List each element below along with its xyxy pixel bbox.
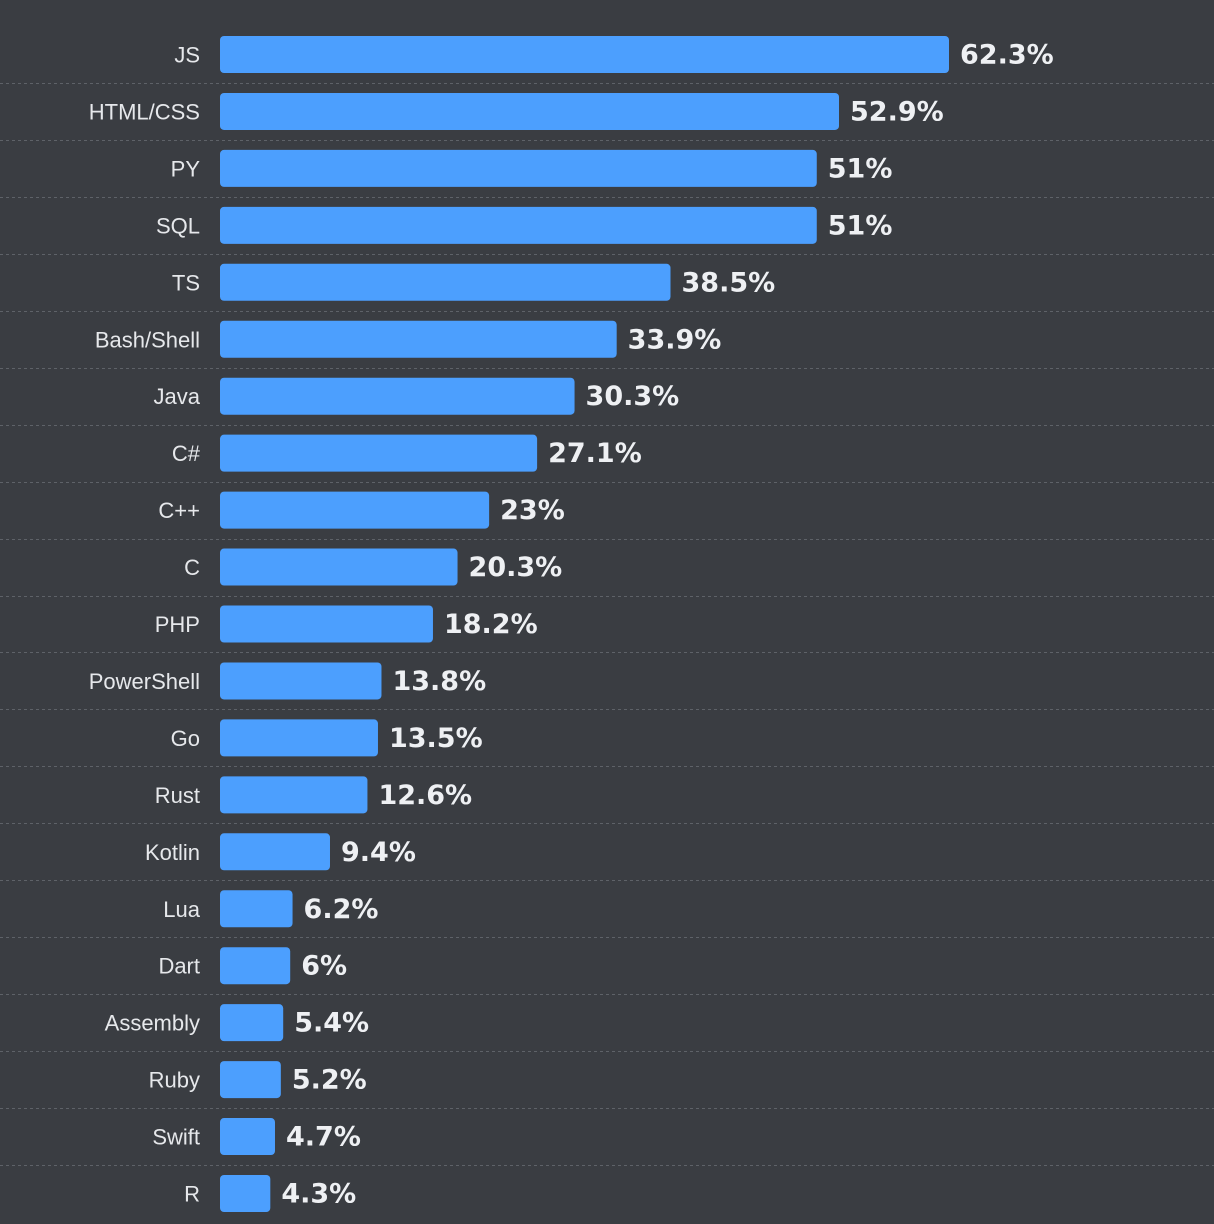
value-label: 27.1% bbox=[548, 438, 642, 469]
bar-lua bbox=[220, 890, 293, 928]
category-label: Ruby bbox=[149, 1068, 200, 1093]
bar-powershell bbox=[220, 662, 382, 700]
category-label: SQL bbox=[156, 213, 200, 238]
value-label: 4.7% bbox=[286, 1122, 361, 1153]
bar-dart bbox=[220, 947, 291, 985]
bar-html-css bbox=[220, 92, 840, 130]
bar-r bbox=[220, 1175, 271, 1212]
category-label: PY bbox=[171, 156, 201, 181]
row-separators bbox=[0, 83, 1214, 1166]
category-label: Java bbox=[154, 384, 201, 409]
bar-ts bbox=[220, 263, 671, 301]
value-label: 33.9% bbox=[628, 324, 722, 355]
value-label: 62.3% bbox=[960, 40, 1054, 71]
bar-c bbox=[220, 434, 538, 472]
value-label: 51% bbox=[828, 153, 893, 184]
category-label: Swift bbox=[152, 1125, 200, 1150]
bar-c bbox=[220, 548, 458, 586]
category-label: JS bbox=[174, 43, 200, 68]
category-label: Rust bbox=[155, 783, 200, 808]
category-label: Kotlin bbox=[145, 840, 200, 865]
category-label: Dart bbox=[158, 954, 200, 979]
value-label: 12.6% bbox=[378, 780, 472, 811]
value-label: 6% bbox=[301, 951, 347, 982]
bar-php bbox=[220, 605, 433, 643]
category-label: Go bbox=[171, 726, 200, 751]
value-label: 4.3% bbox=[281, 1179, 356, 1210]
category-label: PHP bbox=[155, 612, 200, 637]
value-label: 9.4% bbox=[341, 837, 416, 868]
bar-c bbox=[220, 491, 490, 529]
category-label: Bash/Shell bbox=[95, 327, 200, 352]
value-label: 38.5% bbox=[682, 267, 776, 298]
category-label: HTML/CSS bbox=[89, 99, 200, 124]
bar-js bbox=[220, 36, 949, 73]
bar-py bbox=[220, 149, 817, 187]
value-label: 51% bbox=[828, 210, 893, 241]
value-label: 13.8% bbox=[392, 666, 486, 697]
category-label: PowerShell bbox=[89, 669, 200, 694]
value-label: 52.9% bbox=[850, 96, 944, 127]
category-label: TS bbox=[172, 270, 200, 295]
bar-rust bbox=[220, 776, 368, 814]
value-label: 20.3% bbox=[469, 552, 563, 583]
category-label: C bbox=[184, 555, 200, 580]
bar-bash-shell bbox=[220, 320, 617, 358]
value-label: 13.5% bbox=[389, 723, 483, 754]
labels: JS 62.3% HTML/CSS 52.9% PY 51% SQL 51% TS 38.5% Ba… bbox=[89, 40, 1054, 1210]
bar-sql bbox=[220, 206, 817, 244]
bar-go bbox=[220, 719, 378, 757]
bars bbox=[220, 36, 949, 1212]
value-label: 6.2% bbox=[304, 894, 379, 925]
category-label: C# bbox=[172, 441, 201, 466]
value-label: 23% bbox=[500, 495, 565, 526]
value-label: 30.3% bbox=[586, 381, 680, 412]
category-label: C++ bbox=[158, 498, 200, 523]
bar-java bbox=[220, 377, 575, 415]
category-label: Assembly bbox=[105, 1011, 200, 1036]
bar-kotlin bbox=[220, 833, 330, 871]
value-label: 5.4% bbox=[294, 1008, 369, 1039]
value-label: 5.2% bbox=[292, 1065, 367, 1096]
bar-assembly bbox=[220, 1004, 284, 1042]
category-label: Lua bbox=[163, 897, 200, 922]
category-label: R bbox=[184, 1182, 200, 1207]
value-label: 18.2% bbox=[444, 609, 538, 640]
bar-ruby bbox=[220, 1061, 281, 1099]
bar-swift bbox=[220, 1118, 275, 1156]
